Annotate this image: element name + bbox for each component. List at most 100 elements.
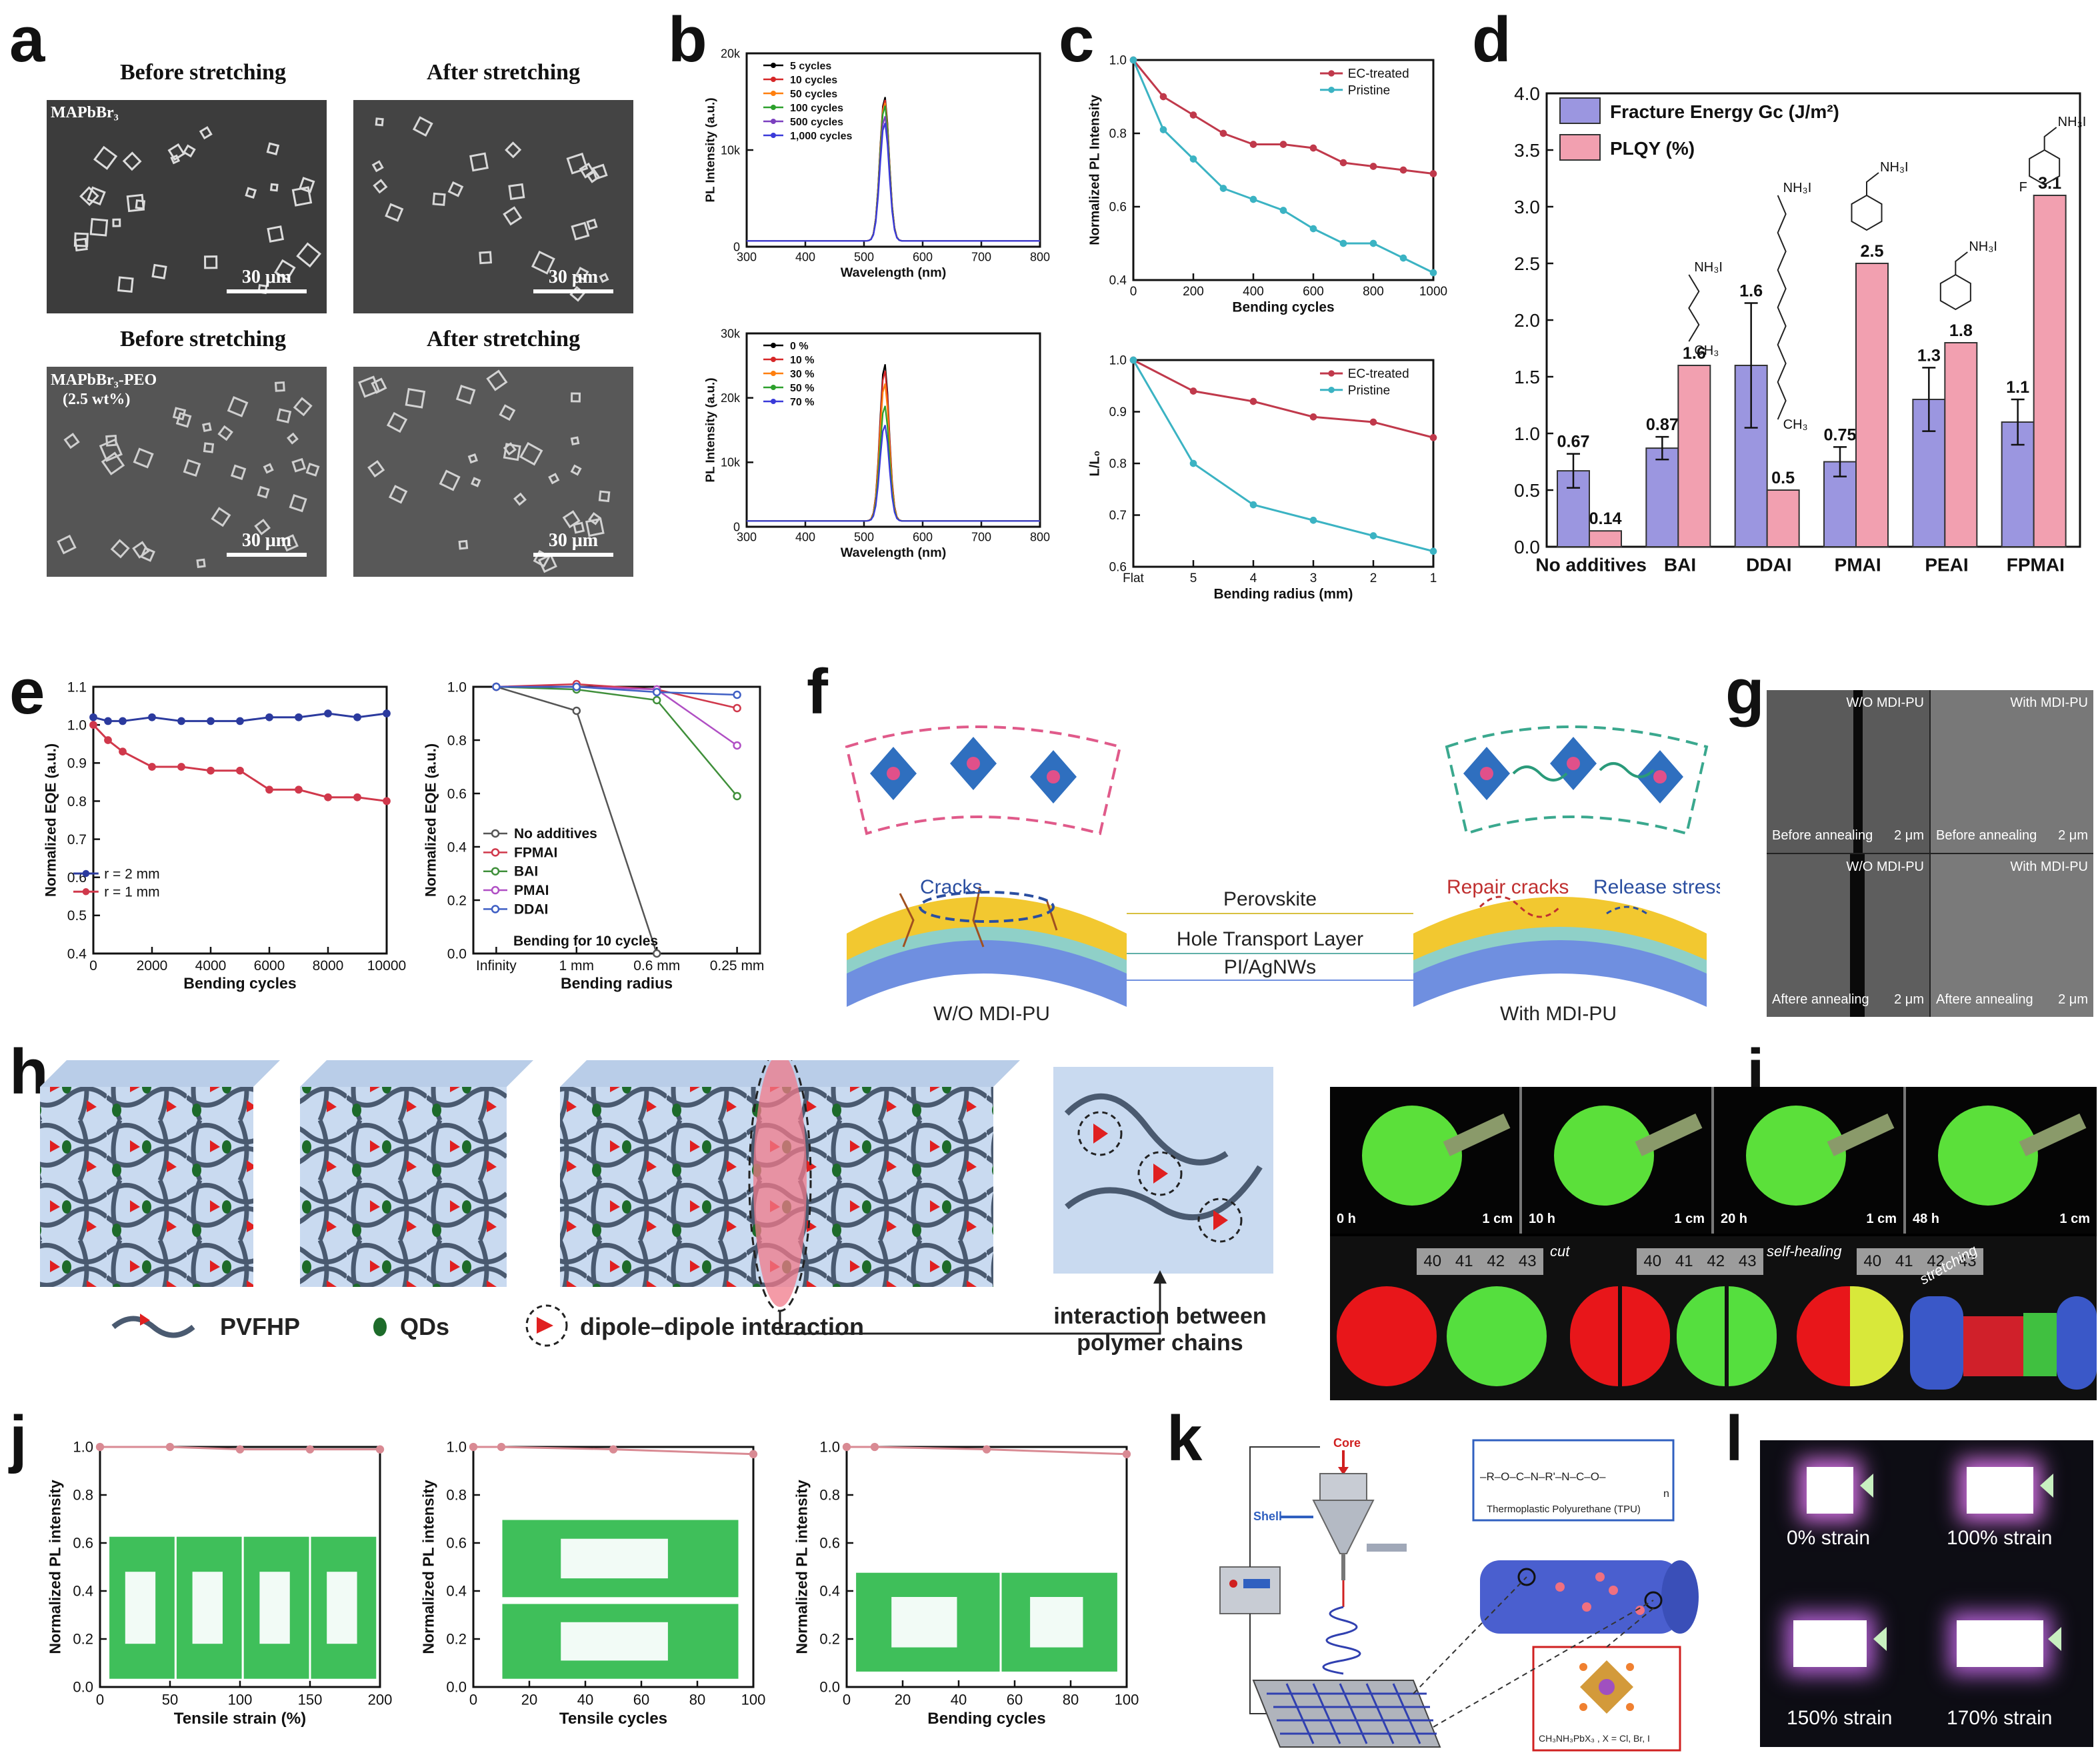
molecule-chain [1866, 172, 1879, 195]
y-tick-label: 0.6 [819, 1535, 840, 1552]
y-tick-label: 1.1 [67, 679, 87, 695]
x-tick-label: 10000 [367, 958, 406, 974]
photo-inset-film [192, 1572, 223, 1644]
crystal-pattern [57, 381, 320, 568]
x-tick-label: 500 [854, 251, 874, 264]
scale-label: 1 cm [1674, 1212, 1705, 1226]
frame-left [845, 725, 1122, 835]
x-tick-label: 0.6 mm [633, 958, 680, 974]
molecule-bai [1688, 274, 1700, 342]
photo-inset-film [561, 1622, 668, 1661]
data-point [1249, 397, 1257, 405]
crystal [439, 469, 461, 491]
chart-b-bottom: 0 10k 20k 30k 300 400 500 600 700 800 Wavelength (… [703, 327, 1050, 560]
y-tick-label: 1.0 [73, 1439, 93, 1456]
chart-j3: 0.0 0.2 0.4 0.6 0.8 1.0 0 20 40 60 80 100 Bending cy… [793, 1439, 1139, 1728]
legend-marker [771, 399, 776, 404]
crystal [204, 255, 218, 269]
y-tick-label: 0.8 [447, 733, 467, 748]
panel-letter-a: a [9, 4, 45, 75]
legend-marker [771, 357, 776, 362]
legend-label: 30 % [790, 369, 814, 380]
electrode-tip [1873, 1627, 1887, 1651]
panel-l-photos: 0% strain 100% strain 150% strain 170% s… [1760, 1440, 2093, 1747]
crystal [217, 425, 233, 441]
x-tick-label: FPMAI [2007, 554, 2065, 575]
crystal [432, 192, 446, 206]
bar-value-label: 1.6 [1683, 344, 1706, 363]
sem-cell: W/O MDI-PU Aftere annealing 2 μm [1767, 854, 1929, 1017]
y-axis-label: Normalized PL intensity [420, 1480, 437, 1654]
interaction-label-line1: interaction between [1053, 1304, 1266, 1329]
data-point [652, 687, 661, 697]
series-line [92, 724, 387, 802]
y-axis-label: PL Intensity (a.u.) [703, 377, 717, 482]
y-tick-label: 1.0 [67, 717, 87, 733]
legend-label: No additives [514, 826, 597, 841]
sample-label-line: MAPbBr₃-PEO [51, 371, 157, 389]
cracks-label: Cracks [920, 876, 982, 898]
crystal [598, 490, 611, 503]
strain-label: 0% strain [1787, 1527, 1871, 1549]
crystal [183, 459, 201, 477]
x-tick-label: PEAI [1925, 554, 1968, 575]
sem-scale: 2 μm [1894, 828, 1924, 843]
x-axis-label: Wavelength (nm) [841, 265, 947, 280]
sem-state: Before annealing [1772, 828, 1873, 843]
crystal [412, 116, 433, 137]
legend-pvfhp: PVFHP [220, 1313, 300, 1340]
y-tick-label: 1.0 [447, 679, 467, 695]
data-point [492, 682, 501, 691]
sem-tag: W/O MDI-PU [1846, 859, 1924, 874]
legend-label: r = 1 mm [104, 885, 159, 900]
emission-spot [1957, 1620, 2043, 1667]
crystal [575, 267, 589, 281]
sem-scale: 2 μm [2058, 828, 2088, 843]
scale-label: 30 μm [548, 267, 599, 287]
crystal [531, 250, 555, 275]
x-tick-label: 80 [1063, 1691, 1079, 1708]
crystal [588, 512, 601, 525]
crystal [199, 126, 213, 140]
x-tick-label: 60 [633, 1691, 649, 1708]
plot-frame [745, 332, 1041, 528]
tpu-structure-box: –R–O–C–N–R'–N–C–O– n Thermoplastic Polyu… [1472, 1439, 1675, 1522]
sem-state: Aftere annealing [1772, 992, 1869, 1007]
sem-title: After stretching [427, 60, 581, 85]
red-half [1622, 1286, 1670, 1386]
data-point [207, 766, 215, 775]
y-tick-label: 0.2 [447, 893, 467, 908]
bar [1677, 365, 1711, 547]
bar [1766, 489, 1800, 547]
x-tick-label: 200 [1183, 285, 1204, 299]
x-tick-label: 400 [1243, 285, 1264, 299]
crystal [286, 432, 299, 445]
interaction-label-line2: polymer chains [1077, 1330, 1243, 1356]
photo-inset-film [327, 1572, 357, 1644]
crystal [519, 441, 543, 466]
x-tick-label: 20 [521, 1691, 537, 1708]
sem-cell: W/O MDI-PU Before annealing 2 μm [1767, 690, 1929, 853]
data-point [1429, 547, 1437, 555]
data-point [572, 682, 581, 691]
y-tick-label: 0.8 [67, 794, 87, 809]
time-label: 20 h [1721, 1212, 1748, 1226]
healed-red [1797, 1286, 1850, 1386]
sem-image: 30 μm [353, 367, 633, 577]
crystal [505, 141, 522, 159]
data-point [89, 721, 97, 729]
scale-bar: 30 μm [533, 530, 613, 557]
legend-label: 50 % [790, 383, 814, 394]
y-axis-label: Normalized PL Intensity [1088, 95, 1103, 245]
power-supply [1219, 1566, 1281, 1614]
x-tick-label: 300 [737, 251, 757, 264]
series-line [496, 685, 738, 797]
crystal [196, 558, 206, 568]
x-tick-label: 50 [162, 1691, 178, 1708]
data-point [733, 703, 741, 713]
legend-marker [1328, 386, 1335, 393]
legend-label: 0 % [790, 341, 809, 352]
crystal [570, 436, 580, 446]
crystal [79, 186, 99, 206]
legend-label: EC-treated [1348, 367, 1409, 381]
